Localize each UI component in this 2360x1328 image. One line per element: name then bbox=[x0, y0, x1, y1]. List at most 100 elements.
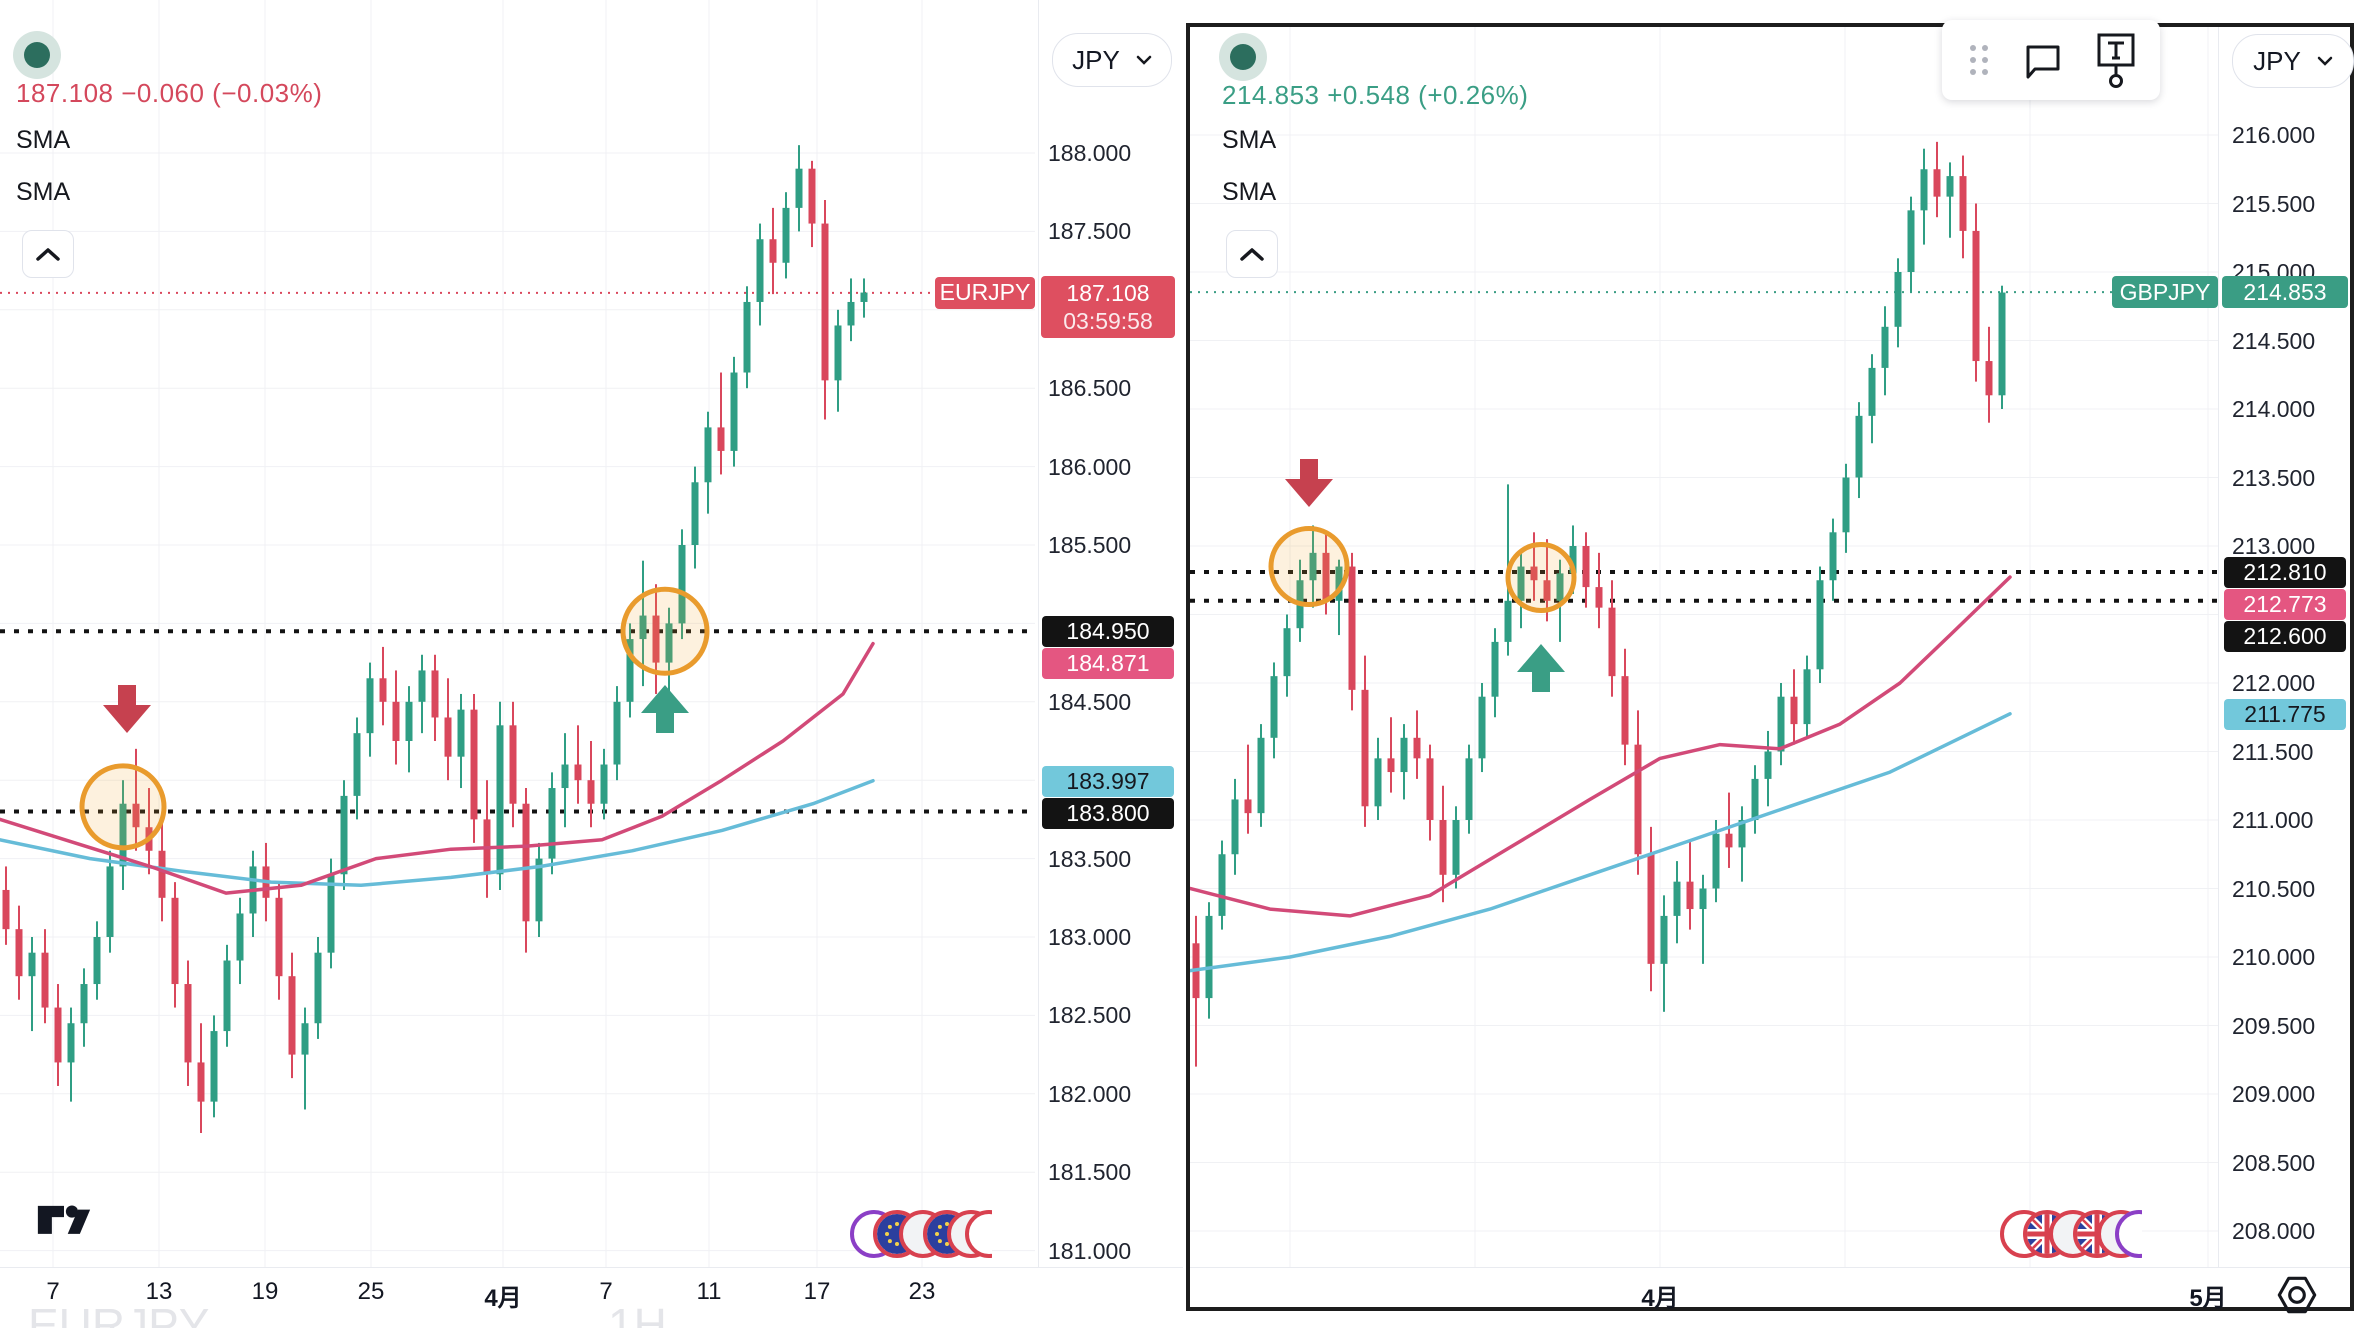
highlight-circle-annotation bbox=[1268, 526, 1350, 608]
price-tick: 187.500 bbox=[1048, 218, 1132, 245]
currency-label: JPY bbox=[2253, 45, 2301, 76]
price-tick: 213.500 bbox=[2232, 464, 2316, 491]
price-level-badge: 184.871 bbox=[1042, 648, 1174, 680]
price-level-badge: 211.775 bbox=[2224, 698, 2346, 730]
symbol-price-chip: GBPJPY bbox=[2112, 276, 2218, 309]
chevron-down-icon bbox=[2317, 56, 2333, 66]
indicator-legend-sma-1[interactable]: SMA bbox=[1222, 126, 1277, 154]
price-tick: 215.500 bbox=[2232, 190, 2316, 217]
price-tick: 208.000 bbox=[2232, 1218, 2316, 1244]
price-tick: 181.500 bbox=[1048, 1159, 1132, 1186]
highlight-circle-annotation bbox=[620, 586, 710, 676]
last-price-chip: 187.108 03:59:58 bbox=[1041, 275, 1175, 338]
up-arrow-annotation bbox=[1517, 644, 1565, 692]
drag-dots-icon bbox=[1970, 45, 1989, 75]
left-economic-events-markers[interactable] bbox=[850, 1204, 1013, 1269]
chevron-up-icon bbox=[1240, 248, 1264, 261]
right-time-axis-separator bbox=[1190, 1267, 2350, 1268]
status-dot-inner bbox=[1230, 44, 1256, 70]
time-label: 4月 bbox=[484, 1285, 522, 1312]
price-tick: 208.500 bbox=[2232, 1149, 2316, 1176]
currency-selector-left[interactable]: JPY bbox=[1052, 33, 1172, 87]
bottom-symbol-watermark: EURJPY bbox=[28, 1301, 210, 1328]
highlight-circle-annotation bbox=[1505, 542, 1577, 614]
price-tick: 186.000 bbox=[1048, 453, 1132, 480]
gear-icon bbox=[2277, 1276, 2317, 1314]
event-ring-icon bbox=[965, 1210, 1013, 1258]
price-tick: 185.500 bbox=[1048, 532, 1132, 558]
currency-label: JPY bbox=[1072, 44, 1120, 75]
right-economic-events-markers[interactable] bbox=[2000, 1204, 2163, 1269]
last-price-chip: 214.853 bbox=[2222, 276, 2348, 309]
time-label: 13 bbox=[145, 1278, 173, 1305]
symbol-price-chip: EURJPY bbox=[935, 276, 1035, 309]
last-price-value: 187.108 bbox=[1066, 279, 1150, 306]
chevron-up-icon bbox=[36, 248, 60, 261]
price-tick: 186.500 bbox=[1048, 375, 1132, 402]
time-label: 11 bbox=[696, 1278, 722, 1305]
price-tick: 212.000 bbox=[2232, 670, 2316, 696]
left-price-axis-separator bbox=[1038, 0, 1039, 1268]
chart-settings-button[interactable] bbox=[2272, 1272, 2322, 1323]
bottom-timeframe-watermark: 1H bbox=[608, 1301, 667, 1328]
bar-countdown: 03:59:58 bbox=[1063, 307, 1153, 334]
time-label: 25 bbox=[357, 1278, 385, 1305]
time-label: 7 bbox=[46, 1278, 60, 1305]
time-label: 4月 bbox=[1641, 1285, 1679, 1312]
indicator-legend-sma-2[interactable]: SMA bbox=[1222, 178, 1277, 206]
market-status-icon[interactable] bbox=[13, 31, 61, 79]
price-tick: 209.000 bbox=[2232, 1081, 2316, 1107]
down-arrow-annotation bbox=[103, 685, 151, 733]
market-status-icon[interactable] bbox=[1219, 33, 1267, 81]
currency-selector-right[interactable]: JPY bbox=[2232, 34, 2354, 88]
collapse-legend-button[interactable] bbox=[1226, 230, 1278, 278]
toolbar-drag-handle[interactable] bbox=[1964, 39, 1992, 81]
price-tick: 213.000 bbox=[2232, 533, 2316, 559]
drawing-toolbar bbox=[1942, 20, 2160, 100]
indicator-legend-sma-1[interactable]: SMA bbox=[16, 126, 71, 154]
collapse-legend-button[interactable] bbox=[22, 230, 74, 278]
event-ring-icon bbox=[2115, 1210, 2163, 1258]
tradingview-logo[interactable] bbox=[36, 1198, 92, 1245]
price-tick: 209.500 bbox=[2232, 1012, 2316, 1039]
comment-bubble-icon bbox=[2026, 45, 2060, 79]
time-label: 7 bbox=[599, 1278, 613, 1305]
price-tick: 214.000 bbox=[2232, 396, 2316, 422]
up-arrow-annotation bbox=[641, 685, 689, 733]
anchored-text-icon bbox=[2097, 33, 2135, 88]
price-level-badge: 212.810 bbox=[2224, 557, 2346, 589]
right-price-axis-separator bbox=[2218, 27, 2219, 1267]
price-tick: 188.000 bbox=[1048, 140, 1132, 166]
last-price-value: 214.853 bbox=[2243, 279, 2327, 306]
left-time-axis-separator bbox=[0, 1267, 1183, 1268]
price-tick: 183.000 bbox=[1048, 924, 1132, 950]
price-tick: 214.500 bbox=[2232, 327, 2316, 354]
indicator-legend-sma-2[interactable]: SMA bbox=[16, 178, 71, 206]
symbol-price-summary: 214.853 +0.548 (+0.26%) bbox=[1222, 80, 1529, 110]
price-tick: 181.000 bbox=[1048, 1237, 1132, 1264]
price-level-badge: 212.773 bbox=[2224, 589, 2346, 621]
price-tick: 210.500 bbox=[2232, 875, 2316, 902]
tradingview-logo-icon bbox=[37, 1205, 91, 1234]
status-dot-inner bbox=[24, 42, 50, 68]
price-tick: 183.500 bbox=[1048, 845, 1132, 872]
price-tick: 211.500 bbox=[2232, 738, 2314, 765]
highlight-circle-annotation bbox=[79, 763, 167, 851]
price-tick: 182.500 bbox=[1048, 1002, 1132, 1029]
price-tick: 211.000 bbox=[2232, 807, 2314, 833]
price-level-badge: 212.600 bbox=[2224, 621, 2346, 653]
symbol-price-summary: 187.108 −0.060 (−0.03%) bbox=[16, 78, 323, 108]
time-label: 19 bbox=[251, 1278, 279, 1305]
comment-tool-button[interactable] bbox=[2021, 38, 2065, 82]
time-label: 17 bbox=[803, 1278, 831, 1305]
chart-drawings[interactable] bbox=[79, 586, 710, 851]
down-arrow-annotation bbox=[1285, 459, 1333, 507]
price-level-badge: 184.950 bbox=[1042, 616, 1174, 648]
time-label: 5月 bbox=[2189, 1285, 2227, 1312]
anchored-text-tool-button[interactable] bbox=[2094, 30, 2138, 90]
chart-drawings[interactable] bbox=[1268, 459, 1577, 692]
chevron-down-icon bbox=[1136, 55, 1152, 65]
price-tick: 184.500 bbox=[1048, 688, 1132, 715]
